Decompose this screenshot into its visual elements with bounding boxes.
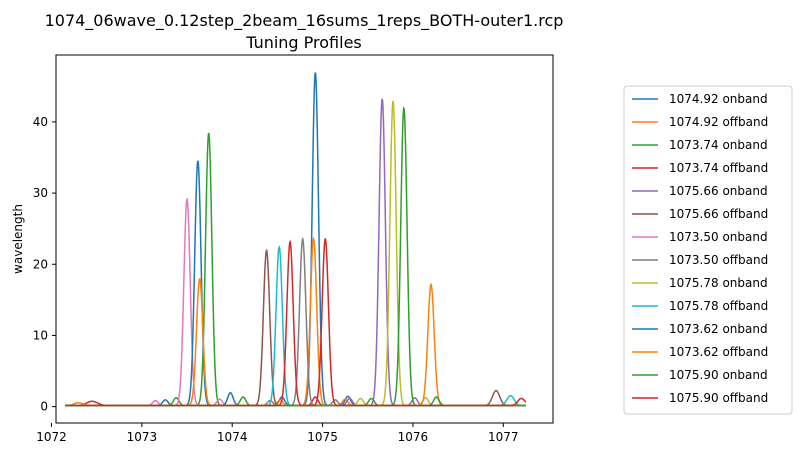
plot-lines — [65, 72, 527, 407]
series-line-13 — [65, 237, 527, 407]
legend-frame — [623, 85, 793, 415]
y-tick-label: 20 — [33, 257, 48, 271]
y-axis-label: wavelength — [11, 204, 25, 274]
y-axis: 0 10 20 30 40 — [33, 115, 56, 414]
legend-entry: 1075.90 onband — [669, 368, 768, 382]
y-tick-label: 40 — [33, 115, 48, 129]
legend-entry: 1073.50 onband — [669, 230, 768, 244]
plot-frame — [55, 54, 554, 424]
x-axis: 1072 1073 1074 1075 1076 1077 — [36, 423, 519, 444]
legend-entry: 1073.74 offband — [669, 161, 768, 175]
x-tick-label: 1073 — [127, 430, 158, 444]
legend-entry: 1075.78 offband — [669, 299, 768, 313]
y-tick-label: 30 — [33, 186, 48, 200]
legend: 1074.92 onband 1074.92 offband 1073.74 onb… — [623, 85, 793, 415]
legend-entry: 1075.90 offband — [669, 391, 768, 405]
series-line-5 — [65, 248, 526, 407]
legend-entry: 1075.78 onband — [669, 276, 768, 290]
legend-entry: 1073.74 onband — [669, 138, 768, 152]
legend-entry: 1075.66 onband — [669, 184, 768, 198]
legend-entry: 1073.62 onband — [669, 322, 768, 336]
legend-entry: 1073.50 offband — [669, 253, 768, 267]
legend-entry: 1074.92 onband — [669, 92, 768, 106]
chart-title: 1074_06wave_0.12step_2beam_16sums_1reps_… — [45, 11, 564, 31]
x-tick-label: 1077 — [488, 430, 519, 444]
chart-subtitle: Tuning Profiles — [245, 33, 362, 52]
series-line-9 — [65, 245, 526, 407]
y-tick-label: 10 — [33, 328, 48, 342]
legend-entry: 1073.62 offband — [669, 345, 768, 359]
y-tick-label: 0 — [40, 400, 48, 414]
x-tick-label: 1074 — [217, 430, 248, 444]
x-tick-label: 1076 — [398, 430, 429, 444]
x-tick-label: 1072 — [36, 430, 67, 444]
x-tick-label: 1075 — [307, 430, 338, 444]
legend-entry: 1075.66 offband — [669, 207, 768, 221]
legend-entry: 1074.92 offband — [669, 115, 768, 129]
